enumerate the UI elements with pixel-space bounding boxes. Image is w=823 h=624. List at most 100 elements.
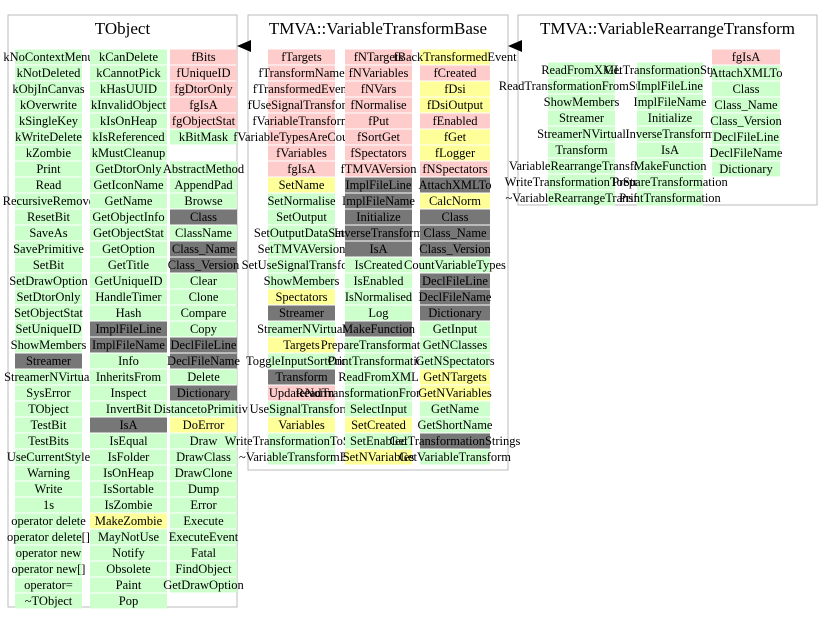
member-label: WriteTransformationToStream <box>505 175 659 189</box>
member-label: SetEnabled <box>350 434 408 448</box>
member-label: kIsReferenced <box>92 130 165 144</box>
member-cell <box>420 369 490 385</box>
member-label: IsA <box>661 143 679 157</box>
member-label: Class_Version <box>168 258 240 272</box>
class-box: TMVA::VariableTransformBasefTargetsfTran… <box>225 14 521 471</box>
member-label: ImplFileName <box>634 95 707 109</box>
member-cell <box>637 94 703 110</box>
member-label: ~VariableTransformBase <box>239 450 364 464</box>
member-label: VariableRearrangeTransform <box>509 159 655 173</box>
member-cell <box>420 321 490 337</box>
member-label: fUniqueID <box>176 66 230 80</box>
member-label: Dictionary <box>719 162 773 176</box>
member-cell <box>268 401 335 417</box>
member-cell <box>90 177 167 193</box>
member-cell <box>90 145 167 161</box>
member-cell <box>268 145 335 161</box>
member-cell <box>15 369 82 385</box>
member-cell <box>268 161 335 177</box>
member-label: fgIsA <box>287 162 315 176</box>
member-label: SetUniqueID <box>16 322 82 336</box>
member-cell <box>712 129 780 145</box>
member-label: RecursiveRemove <box>3 194 95 208</box>
member-label: kCanDelete <box>99 50 158 64</box>
member-cell <box>15 561 82 577</box>
member-label: Clone <box>189 290 219 304</box>
member-cell <box>548 126 615 142</box>
member-label: Delete <box>187 370 220 384</box>
member-cell <box>345 241 412 257</box>
member-label: fSortGet <box>357 130 401 144</box>
member-label: GetTransformationStrings <box>390 434 521 448</box>
class-title: TMVA::VariableRearrangeTransform <box>540 19 795 38</box>
member-label: kNotDeleted <box>17 66 82 80</box>
member-cell <box>345 97 412 113</box>
member-label: SavePrimitive <box>13 242 84 256</box>
member-cell <box>15 577 82 593</box>
member-cell <box>90 209 167 225</box>
member-label: IsFolder <box>108 450 151 464</box>
member-cell <box>170 353 237 369</box>
class-title: TObject <box>95 19 151 38</box>
member-label: kNoContextMenu <box>3 50 94 64</box>
member-cell <box>170 257 237 273</box>
member-cell <box>15 529 82 545</box>
member-cell <box>170 337 237 353</box>
member-cell <box>15 497 82 513</box>
member-label: TObject <box>28 402 69 416</box>
member-cell <box>170 545 237 561</box>
member-label: MakeFunction <box>634 159 708 173</box>
member-cell <box>90 193 167 209</box>
member-cell <box>637 110 703 126</box>
member-label: ToggleInputSortOrder <box>246 354 358 368</box>
member-label: ClassName <box>175 226 232 240</box>
member-cell <box>345 225 412 241</box>
member-cell <box>170 561 237 577</box>
member-label: fTargets <box>281 50 322 64</box>
member-cell <box>15 241 82 257</box>
member-cell <box>712 81 780 97</box>
member-label: SetTMVAVersion <box>258 242 346 256</box>
member-cell <box>90 497 167 513</box>
member-label: GetObjectInfo <box>92 210 164 224</box>
member-label: InheritsFrom <box>96 370 162 384</box>
member-label: DeclFileName <box>710 146 783 160</box>
inheritance-arrow <box>237 40 251 52</box>
member-cell <box>90 433 167 449</box>
member-label: AttachXMLTo <box>710 66 783 80</box>
member-cell <box>345 321 412 337</box>
member-label: IsZombie <box>105 498 153 512</box>
member-label: Fatal <box>191 546 217 560</box>
member-cell <box>268 433 335 449</box>
member-label: Read <box>36 178 62 192</box>
member-cell <box>345 273 412 289</box>
member-cell <box>420 161 490 177</box>
member-cell <box>170 65 237 81</box>
member-label: UseSignalTransform <box>250 402 354 416</box>
member-cell <box>170 321 237 337</box>
member-cell <box>637 62 703 78</box>
member-label: IsOnHeap <box>103 466 154 480</box>
member-cell <box>170 225 237 241</box>
member-cell <box>90 305 167 321</box>
member-label: AttachXMLTo <box>419 178 492 192</box>
member-label: ReadFromXML <box>338 370 419 384</box>
member-cell <box>15 417 82 433</box>
member-cell <box>15 321 82 337</box>
member-label: PrepareTransformation <box>321 338 437 352</box>
member-label: Info <box>118 354 139 368</box>
member-label: DrawClass <box>176 450 231 464</box>
member-cell <box>420 241 490 257</box>
member-cell <box>345 257 412 273</box>
member-cell <box>90 401 167 417</box>
member-cell <box>345 337 412 353</box>
member-label: kObjInCanvas <box>12 82 84 96</box>
member-cell <box>15 337 82 353</box>
member-label: GetOption <box>102 242 156 256</box>
member-cell <box>170 465 237 481</box>
member-label: ResetBit <box>27 210 71 224</box>
member-cell <box>268 289 335 305</box>
member-cell <box>170 417 237 433</box>
member-cell <box>90 321 167 337</box>
member-cell <box>712 113 780 129</box>
